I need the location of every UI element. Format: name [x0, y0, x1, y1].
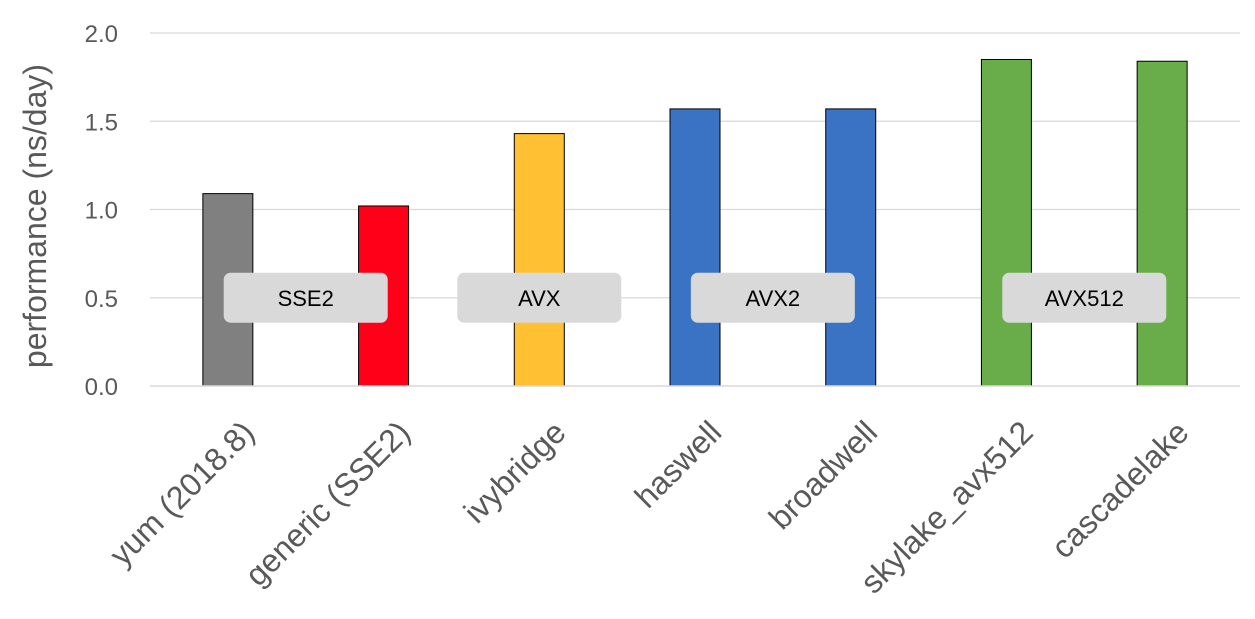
annotation-label: AVX [518, 286, 561, 311]
y-tick-label: 1.0 [85, 198, 118, 225]
annotation-background [223, 272, 388, 323]
bar [825, 108, 877, 387]
annotation-label: AVX2 [746, 286, 801, 311]
bar [513, 133, 565, 387]
bar [1136, 60, 1188, 387]
y-tick-label: 0.0 [85, 374, 118, 401]
annotation-label: SSE2 [278, 286, 334, 311]
annotation-box: AVX [457, 272, 622, 323]
x-axis-category-labels: yum (2018.8)generic (SSE2) ivybridge haswe… [102, 414, 1195, 600]
bar [980, 58, 1032, 387]
bar [669, 108, 721, 387]
y-axis-title: performance (ns/day) [17, 64, 53, 368]
annotation-background [457, 272, 622, 323]
y-axis-tick-labels: 0.0 0.5 1.0 1.5 2.0 [85, 21, 118, 401]
x-category-label: generic (SSE2) [238, 414, 417, 593]
y-tick-label: 1.5 [85, 109, 118, 136]
y-tick-label: 0.5 [85, 286, 118, 313]
annotation-background [1002, 272, 1167, 323]
annotation-box: SSE2 [223, 272, 388, 323]
x-category-label: ivybridge [457, 414, 573, 530]
x-category-label: yum (2018.8) [102, 414, 261, 573]
bars [202, 58, 1188, 387]
annotation-box: AVX512 [1002, 272, 1167, 323]
x-category-label: haswell [627, 414, 728, 515]
annotation-label: AVX512 [1045, 286, 1124, 311]
annotations: SSE2 AVX AVX2 AVX512 [223, 272, 1167, 323]
annotation-box: AVX2 [690, 272, 855, 323]
annotation-background [690, 272, 855, 323]
x-category-label: broadwell [762, 414, 884, 536]
y-tick-label: 2.0 [85, 21, 118, 48]
x-category-label: cascadelake [1044, 414, 1195, 565]
